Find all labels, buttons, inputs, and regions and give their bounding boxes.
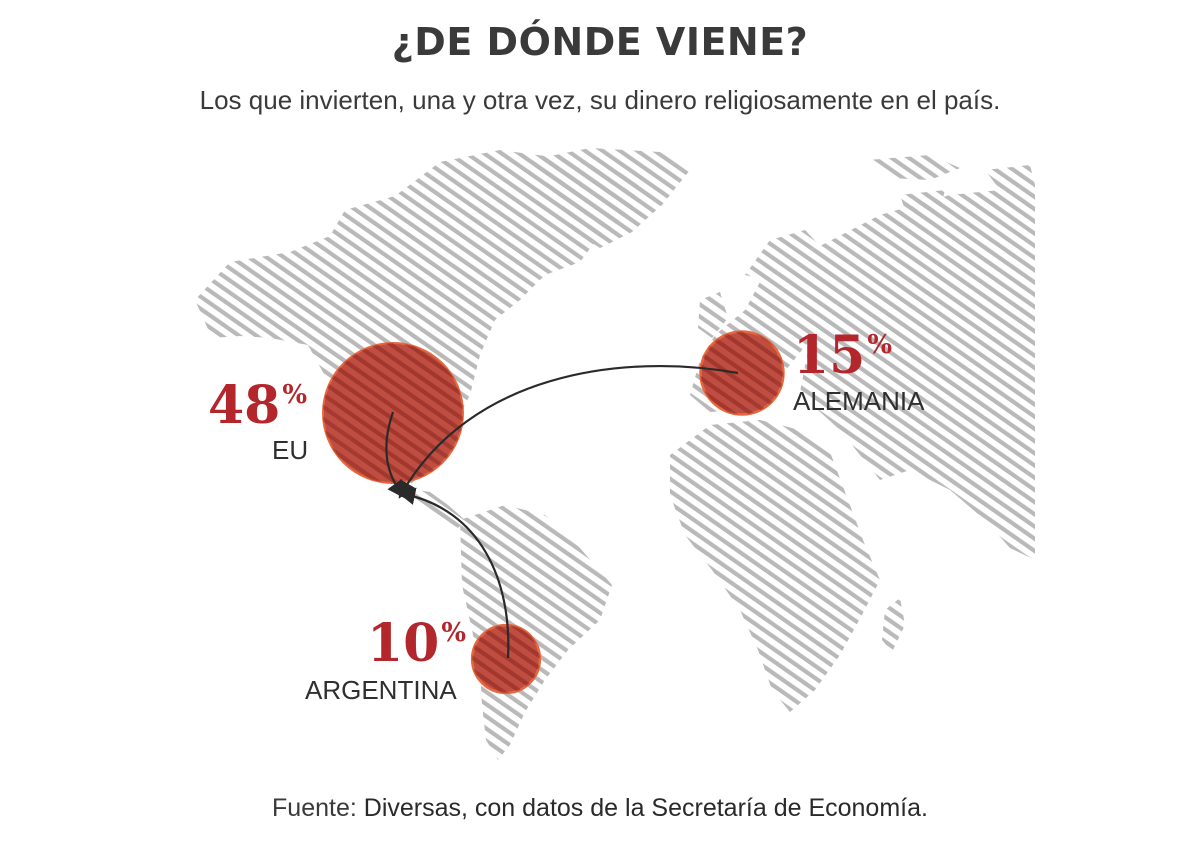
flow-arrows	[385, 365, 739, 659]
arrow-eu-to-mexico	[385, 411, 405, 499]
uk-shape	[698, 292, 728, 338]
page-subtitle: Los que invierten, una y otra vez, su di…	[199, 85, 1001, 115]
madagascar-shape	[882, 598, 905, 652]
scandinavia-shape	[745, 230, 820, 280]
south-america-shape	[460, 505, 612, 760]
percent-alemania-symbol: %	[867, 330, 893, 360]
percent-eu-symbol: %	[282, 380, 308, 410]
central-america-shape	[405, 488, 465, 528]
percent-eu-value: 48	[208, 375, 281, 436]
percent-argentina-value: 10	[367, 613, 440, 674]
country-label-alemania: ALEMANIA	[793, 386, 925, 416]
percent-argentina: 10%	[367, 618, 466, 670]
source-prefix: Fuente:	[272, 794, 357, 822]
country-label-argentina: ARGENTINA	[305, 675, 457, 705]
bubble-argentina	[470, 623, 542, 695]
africa-shape	[670, 420, 880, 712]
arrow-argentina-to-mexico	[397, 487, 510, 659]
percent-eu: 48%	[208, 380, 307, 432]
percent-argentina-symbol: %	[441, 618, 467, 648]
source-text: Diversas, con datos de la Secretaría de …	[363, 794, 928, 822]
asia-shape	[800, 185, 1035, 560]
greenland-shape	[530, 148, 690, 248]
bubble-alemania	[699, 330, 785, 416]
country-label-eu: EU	[272, 435, 309, 465]
arctic-islands-shape	[868, 155, 1035, 210]
percent-alemania: 15%	[793, 330, 892, 382]
source-note: Fuente: Diversas, con datos de la Secret…	[0, 794, 1200, 823]
north-america-shape	[195, 150, 640, 490]
landmass-group	[195, 148, 1035, 760]
page-title: ¿DE DÓNDE VIENE?	[391, 20, 809, 64]
percent-alemania-value: 15	[793, 325, 866, 386]
arrow-alemania-to-mexico	[398, 365, 739, 499]
